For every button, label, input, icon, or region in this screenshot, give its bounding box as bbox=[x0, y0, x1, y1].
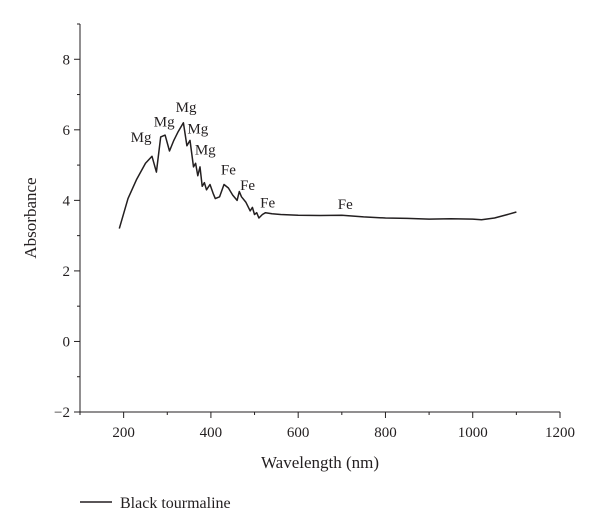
y-ticks: −2 0 2 4 6 8 bbox=[54, 23, 80, 421]
y-tick-label: −2 bbox=[54, 405, 70, 421]
y-axis-title: Absorbance bbox=[21, 177, 40, 258]
annotation-fe: Fe bbox=[240, 178, 255, 194]
x-tick-label: 400 bbox=[200, 425, 223, 441]
legend: Black tourmaline bbox=[80, 495, 231, 512]
x-tick-label: 1000 bbox=[458, 425, 488, 441]
annotation-mg: Mg bbox=[176, 100, 197, 116]
x-tick-label: 600 bbox=[287, 425, 310, 441]
y-tick-label: 6 bbox=[63, 123, 71, 139]
y-tick-label: 2 bbox=[63, 264, 71, 280]
y-tick-label: 8 bbox=[63, 52, 71, 68]
annotation-mg: Mg bbox=[187, 121, 208, 137]
x-tick-label: 800 bbox=[374, 425, 397, 441]
annotation-mg: Mg bbox=[131, 130, 152, 146]
x-tick-label: 1200 bbox=[545, 425, 575, 441]
x-tick-label: 200 bbox=[112, 425, 135, 441]
annotation-mg: Mg bbox=[154, 114, 175, 130]
series-line-black-tourmaline bbox=[118, 122, 517, 229]
annotation-fe: Fe bbox=[260, 195, 275, 211]
y-tick-label: 4 bbox=[63, 193, 71, 209]
x-axis-title: Wavelength (nm) bbox=[261, 453, 379, 472]
annotation-fe: Fe bbox=[221, 163, 236, 179]
annotation-mg: Mg bbox=[195, 143, 216, 159]
legend-label-black-tourmaline: Black tourmaline bbox=[120, 495, 231, 512]
annotation-fe: Fe bbox=[338, 197, 353, 213]
x-ticks: 200 400 600 800 1000 1200 bbox=[79, 412, 575, 441]
axes bbox=[79, 24, 560, 413]
y-tick-label: 0 bbox=[63, 334, 71, 350]
